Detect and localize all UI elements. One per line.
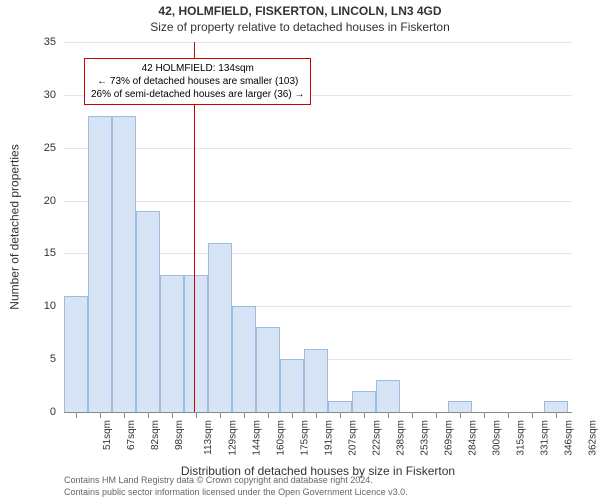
x-tick: [460, 412, 461, 418]
histogram-bar: [376, 380, 400, 412]
histogram-bar: [304, 349, 328, 412]
histogram-bar: [544, 401, 568, 412]
x-tick: [556, 412, 557, 418]
x-tick: [364, 412, 365, 418]
x-tick-label: 269sqm: [444, 420, 455, 456]
x-tick-label: 346sqm: [564, 420, 575, 456]
histogram-bar: [136, 211, 160, 412]
x-tick-label: 82sqm: [150, 420, 161, 450]
y-ticks: 05101520253035: [0, 42, 64, 412]
x-tick: [76, 412, 77, 418]
histogram-bar: [208, 243, 232, 412]
x-tick: [316, 412, 317, 418]
y-tick-label: 30: [0, 89, 56, 101]
annotation-line: ← 73% of detached houses are smaller (10…: [91, 75, 304, 88]
plot-area: 51sqm67sqm82sqm98sqm113sqm129sqm144sqm16…: [64, 42, 572, 412]
x-tick: [484, 412, 485, 418]
x-tick: [100, 412, 101, 418]
x-tick: [148, 412, 149, 418]
x-tick: [436, 412, 437, 418]
x-tick-label: 315sqm: [516, 420, 527, 456]
annotation-box: 42 HOLMFIELD: 134sqm← 73% of detached ho…: [84, 58, 311, 105]
x-tick-label: 362sqm: [588, 420, 599, 456]
x-tick-label: 67sqm: [126, 420, 137, 450]
x-tick: [532, 412, 533, 418]
x-tick: [220, 412, 221, 418]
gridline: [64, 412, 572, 413]
chart-container: 42, HOLMFIELD, FISKERTON, LINCOLN, LN3 4…: [0, 0, 600, 500]
x-tick: [508, 412, 509, 418]
x-tick: [388, 412, 389, 418]
x-tick-label: 284sqm: [468, 420, 479, 456]
histogram-bar: [448, 401, 472, 412]
x-tick-label: 175sqm: [300, 420, 311, 456]
x-tick: [244, 412, 245, 418]
x-tick-label: 129sqm: [228, 420, 239, 456]
x-tick-label: 222sqm: [372, 420, 383, 456]
y-tick-label: 5: [0, 353, 56, 365]
x-tick-label: 331sqm: [540, 420, 551, 456]
annotation-line: 42 HOLMFIELD: 134sqm: [91, 62, 304, 75]
gridline: [64, 42, 572, 43]
x-tick: [124, 412, 125, 418]
chart-title-sub: Size of property relative to detached ho…: [0, 20, 600, 34]
x-tick-label: 113sqm: [203, 420, 214, 455]
y-tick-label: 10: [0, 300, 56, 312]
x-tick-label: 160sqm: [276, 420, 287, 456]
footer-line2: Contains public sector information licen…: [64, 486, 408, 498]
x-tick-label: 51sqm: [102, 420, 113, 450]
histogram-bar: [352, 391, 376, 412]
x-tick: [196, 412, 197, 418]
gridline: [64, 148, 572, 149]
histogram-bar: [256, 327, 280, 412]
histogram-bar: [184, 275, 208, 412]
histogram-bar: [64, 296, 88, 412]
x-tick-label: 238sqm: [396, 420, 407, 456]
y-tick-label: 20: [0, 195, 56, 207]
y-tick-label: 25: [0, 142, 56, 154]
x-tick-label: 98sqm: [174, 420, 185, 450]
x-tick-label: 300sqm: [492, 420, 503, 456]
x-tick: [268, 412, 269, 418]
x-tick-label: 207sqm: [348, 420, 359, 456]
histogram-bar: [328, 401, 352, 412]
footer-attribution: Contains HM Land Registry data © Crown c…: [64, 474, 408, 498]
histogram-bar: [280, 359, 304, 412]
y-tick-label: 0: [0, 406, 56, 418]
x-tick-label: 191sqm: [324, 420, 335, 456]
x-tick: [412, 412, 413, 418]
chart-title-address: 42, HOLMFIELD, FISKERTON, LINCOLN, LN3 4…: [0, 4, 600, 18]
x-tick: [292, 412, 293, 418]
histogram-bar: [112, 116, 136, 412]
gridline: [64, 201, 572, 202]
footer-line1: Contains HM Land Registry data © Crown c…: [64, 474, 408, 486]
x-tick-label: 144sqm: [252, 420, 263, 456]
histogram-bar: [88, 116, 112, 412]
annotation-line: 26% of semi-detached houses are larger (…: [91, 88, 304, 101]
y-tick-label: 15: [0, 247, 56, 259]
x-tick: [172, 412, 173, 418]
y-tick-label: 35: [0, 36, 56, 48]
histogram-bar: [232, 306, 256, 412]
x-tick-label: 253sqm: [420, 420, 431, 456]
histogram-bar: [160, 275, 184, 412]
x-tick: [340, 412, 341, 418]
